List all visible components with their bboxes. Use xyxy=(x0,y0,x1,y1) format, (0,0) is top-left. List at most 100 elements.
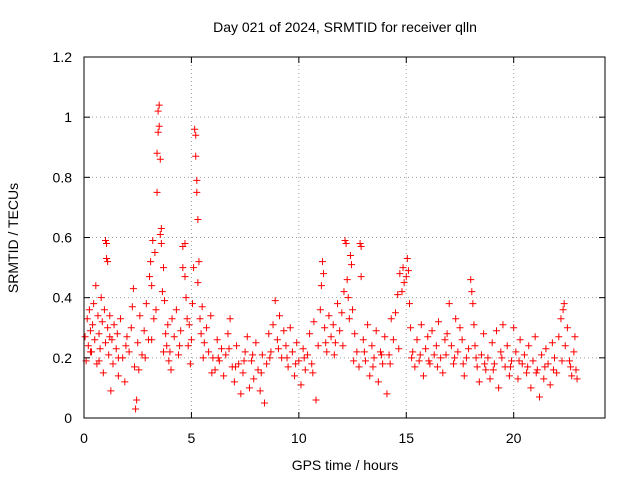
data-point xyxy=(161,297,169,305)
data-point xyxy=(409,348,417,356)
data-point xyxy=(276,312,284,320)
data-point xyxy=(252,339,260,347)
data-point xyxy=(560,300,568,308)
data-point xyxy=(182,294,190,302)
data-point xyxy=(394,291,402,299)
data-point xyxy=(106,333,114,341)
data-point xyxy=(125,348,133,356)
data-point xyxy=(516,336,524,344)
data-point xyxy=(233,342,241,350)
data-point xyxy=(523,369,531,377)
data-point xyxy=(153,149,161,157)
data-point xyxy=(338,309,346,317)
data-point xyxy=(153,188,161,196)
data-point xyxy=(95,357,103,365)
data-point xyxy=(214,354,222,362)
data-point xyxy=(369,363,377,371)
data-point xyxy=(133,396,141,404)
y-tick-label: 0 xyxy=(64,410,72,426)
data-point xyxy=(498,354,506,362)
data-point xyxy=(533,366,541,374)
data-point xyxy=(104,324,112,332)
data-point xyxy=(396,270,404,278)
data-point xyxy=(318,258,326,266)
data-point xyxy=(282,342,290,350)
data-point xyxy=(544,360,552,368)
data-point xyxy=(386,360,394,368)
data-point xyxy=(320,270,328,278)
data-point xyxy=(490,360,498,368)
data-point xyxy=(292,360,300,368)
data-point xyxy=(549,366,557,374)
data-point xyxy=(343,276,351,284)
data-point xyxy=(291,372,299,380)
data-point xyxy=(91,336,99,344)
data-point xyxy=(387,315,395,323)
data-point xyxy=(249,351,257,359)
data-point xyxy=(187,336,195,344)
data-point xyxy=(407,324,415,332)
data-point xyxy=(532,369,540,377)
data-point xyxy=(563,324,571,332)
data-point xyxy=(121,378,129,386)
data-point xyxy=(497,348,505,356)
data-point xyxy=(535,393,543,401)
data-point xyxy=(283,354,291,362)
data-point xyxy=(205,348,213,356)
data-point xyxy=(416,351,424,359)
data-point xyxy=(520,351,528,359)
data-point xyxy=(194,279,202,287)
data-point xyxy=(211,366,219,374)
data-point xyxy=(445,300,453,308)
data-point xyxy=(486,375,494,383)
data-point xyxy=(312,396,320,404)
data-point xyxy=(553,369,561,377)
data-point xyxy=(86,348,94,356)
data-point xyxy=(531,333,539,341)
data-point xyxy=(385,351,393,359)
data-point xyxy=(310,318,318,326)
data-point xyxy=(327,333,335,341)
data-point xyxy=(317,282,325,290)
data-point xyxy=(405,300,413,308)
data-point xyxy=(477,351,485,359)
data-point xyxy=(179,264,187,272)
data-point xyxy=(158,288,166,296)
data-point xyxy=(122,342,130,350)
data-point xyxy=(114,354,122,362)
data-point xyxy=(488,339,496,347)
data-point xyxy=(293,339,301,347)
data-point xyxy=(525,342,533,350)
data-point xyxy=(399,264,407,272)
data-point xyxy=(434,318,442,326)
data-point xyxy=(248,357,256,365)
data-point xyxy=(398,288,406,296)
data-point xyxy=(288,348,296,356)
data-point xyxy=(570,348,578,356)
data-point xyxy=(442,351,450,359)
data-point xyxy=(425,357,433,365)
data-point xyxy=(469,300,477,308)
data-point xyxy=(529,357,537,365)
data-point xyxy=(344,294,352,302)
x-tick-label: 15 xyxy=(398,430,414,446)
data-point xyxy=(260,399,268,407)
data-point xyxy=(107,387,115,395)
data-point xyxy=(135,366,143,374)
data-point xyxy=(404,267,412,275)
data-point xyxy=(503,342,511,350)
data-point xyxy=(175,351,183,359)
data-point xyxy=(200,339,208,347)
data-point xyxy=(437,354,445,362)
data-point xyxy=(191,125,199,133)
data-point xyxy=(299,345,307,353)
data-point xyxy=(136,312,144,320)
data-point xyxy=(192,131,200,139)
data-point xyxy=(157,240,165,248)
data-point xyxy=(353,348,361,356)
data-point xyxy=(100,306,108,314)
data-point xyxy=(484,354,492,362)
data-point xyxy=(181,240,189,248)
data-point xyxy=(134,339,142,347)
x-tick-label: 0 xyxy=(80,430,88,446)
